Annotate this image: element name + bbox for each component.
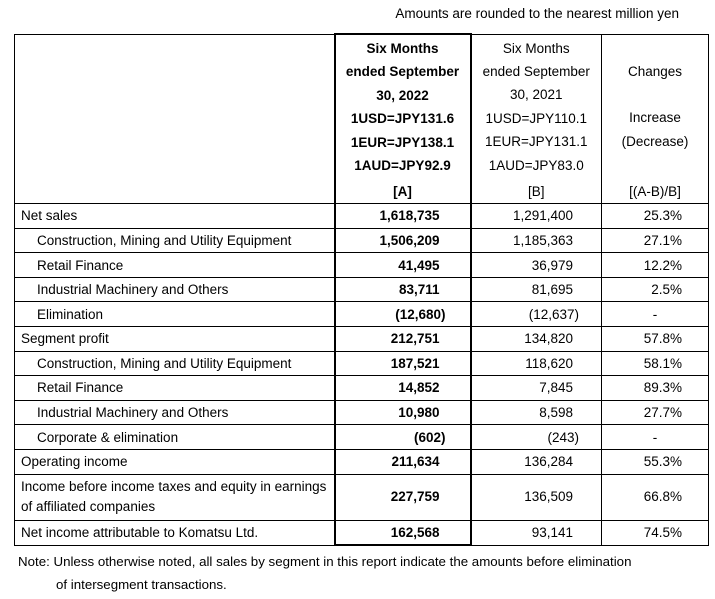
value-prior: 36,979 [470,252,602,278]
value-prior: 7,845 [470,375,602,401]
table-row: Net income attributable to Komatsu Ltd. 1… [14,519,709,547]
table-row: Industrial Machinery and Others 10,980 8,5… [14,399,709,426]
value-change: 58.1% [601,350,709,377]
header-text: 1EUR=JPY138.1 [350,134,455,150]
value-prior: 93,141 [470,519,602,546]
table-row: Elimination (12,680) (12,637) - [14,301,709,327]
header-text: 1USD=JPY110.1 [485,110,587,126]
value-current: 1,618,735 [333,203,472,229]
header-text: 1AUD=JPY83.0 [488,157,584,173]
header-text: Six Months [366,41,439,56]
header-changes: Changes Increase (Decrease) [601,33,709,180]
value-current: 211,634 [333,448,472,475]
row-label: Industrial Machinery and Others [14,276,335,303]
header-text: (Decrease) [621,133,689,149]
row-label: Retail Finance [14,252,335,278]
footnote: Note: Unless otherwise noted, all sales … [18,550,631,596]
table-row: Operating income 211,634 136,284 55.3% [14,448,709,475]
table-row: Construction, Mining and Utility Equipme… [14,227,709,254]
header-text: Six Months [502,40,570,56]
value-prior: 8,598 [470,399,602,426]
header-text: 30, 2022 [376,87,429,103]
table-row: Retail Finance 41,495 36,979 12.2% [14,252,709,278]
value-current: (602) [333,424,472,450]
header-prior-period: Six Months ended September 30, 2021 1USD=JP… [470,33,602,180]
value-change: 74.5% [601,519,709,546]
value-current: 227,759 [333,473,472,521]
header-label-cell [14,33,335,180]
table-row: Construction, Mining and Utility Equipme… [14,350,709,377]
footnote-line: of intersegment transactions. [56,577,227,592]
value-prior: (12,637) [470,301,602,327]
table-row: Corporate & elimination (602) (243) - [14,424,709,450]
footnote-line: Note: Unless otherwise noted, all sales … [18,554,632,569]
header-text: ended September [345,64,460,80]
header-tag-empty [14,179,335,205]
value-change: 66.8% [601,473,709,521]
table-row: Income before income taxes and equity in… [14,473,709,521]
header-current-period: Six Months ended September 30, 2022 1USD=JP… [333,32,472,180]
row-label: Net income attributable to Komatsu Ltd. [14,519,335,546]
table-row: Segment profit 212,751 134,820 57.8% [14,326,709,352]
value-change: 27.7% [601,399,709,426]
row-label: Retail Finance [14,375,335,401]
value-current: 10,980 [333,399,472,426]
row-label: Elimination [14,301,335,327]
table-body: Net sales 1,618,735 1,291,400 25.3% Construc… [14,203,709,547]
value-change: 2.5% [601,276,709,303]
value-prior: 118,620 [470,350,602,377]
value-change: 27.1% [601,227,709,254]
row-label: Construction, Mining and Utility Equipme… [14,227,335,254]
row-label: Operating income [14,448,335,475]
value-current: 212,751 [333,326,472,352]
value-prior: 81,695 [470,276,602,303]
table-row: Net sales 1,618,735 1,291,400 25.3% [14,203,709,229]
value-prior: (243) [470,424,602,450]
financial-table: Six Months ended September 30, 2022 1USD=JP… [14,32,709,547]
header-text: 1USD=JPY131.6 [350,111,455,127]
value-current: 41,495 [333,252,472,278]
header-tag-b: [B] [470,179,602,205]
value-prior: 1,185,363 [470,227,602,254]
value-change: 57.8% [601,326,709,352]
header-tag-c: [(A-B)/B] [601,179,709,205]
value-current: 162,568 [333,519,472,547]
row-label: Net sales [14,203,335,229]
value-change: - [601,301,709,327]
value-change: 89.3% [601,375,709,401]
value-change: 12.2% [601,252,709,278]
header-text: 30, 2021 [509,87,563,103]
unit-note: Amounts are rounded to the nearest milli… [395,6,679,21]
row-label: Construction, Mining and Utility Equipme… [14,350,335,377]
header-text: 1AUD=JPY92.9 [354,158,451,174]
value-prior: 1,291,400 [470,203,602,229]
value-current: (12,680) [333,301,472,327]
value-current: 187,521 [333,350,472,377]
row-label: Segment profit [14,326,335,352]
table-row: Retail Finance 14,852 7,845 89.3% [14,375,709,401]
header-text: Increase [629,110,681,126]
header-text: 1EUR=JPY131.1 [485,134,588,150]
header-text: ended September [482,63,590,79]
table-row: Industrial Machinery and Others 83,711 81,… [14,276,709,303]
value-prior: 136,284 [470,448,602,475]
value-current: 1,506,209 [333,227,472,254]
row-label: Income before income taxes and equity in… [14,473,335,521]
header-tag-row: [A] [B] [(A-B)/B] [14,179,709,205]
header-row: Six Months ended September 30, 2022 1USD=JP… [14,32,709,180]
value-change: 55.3% [601,448,709,475]
value-current: 14,852 [333,375,472,401]
value-prior: 136,509 [470,473,602,521]
header-tag-a: [A] [333,179,472,205]
row-label: Industrial Machinery and Others [14,399,335,426]
value-change: - [601,424,709,450]
row-label: Corporate & elimination [14,424,335,450]
header-text: Changes [627,63,683,79]
value-prior: 134,820 [470,326,602,352]
value-current: 83,711 [333,276,472,303]
value-change: 25.3% [601,203,709,229]
